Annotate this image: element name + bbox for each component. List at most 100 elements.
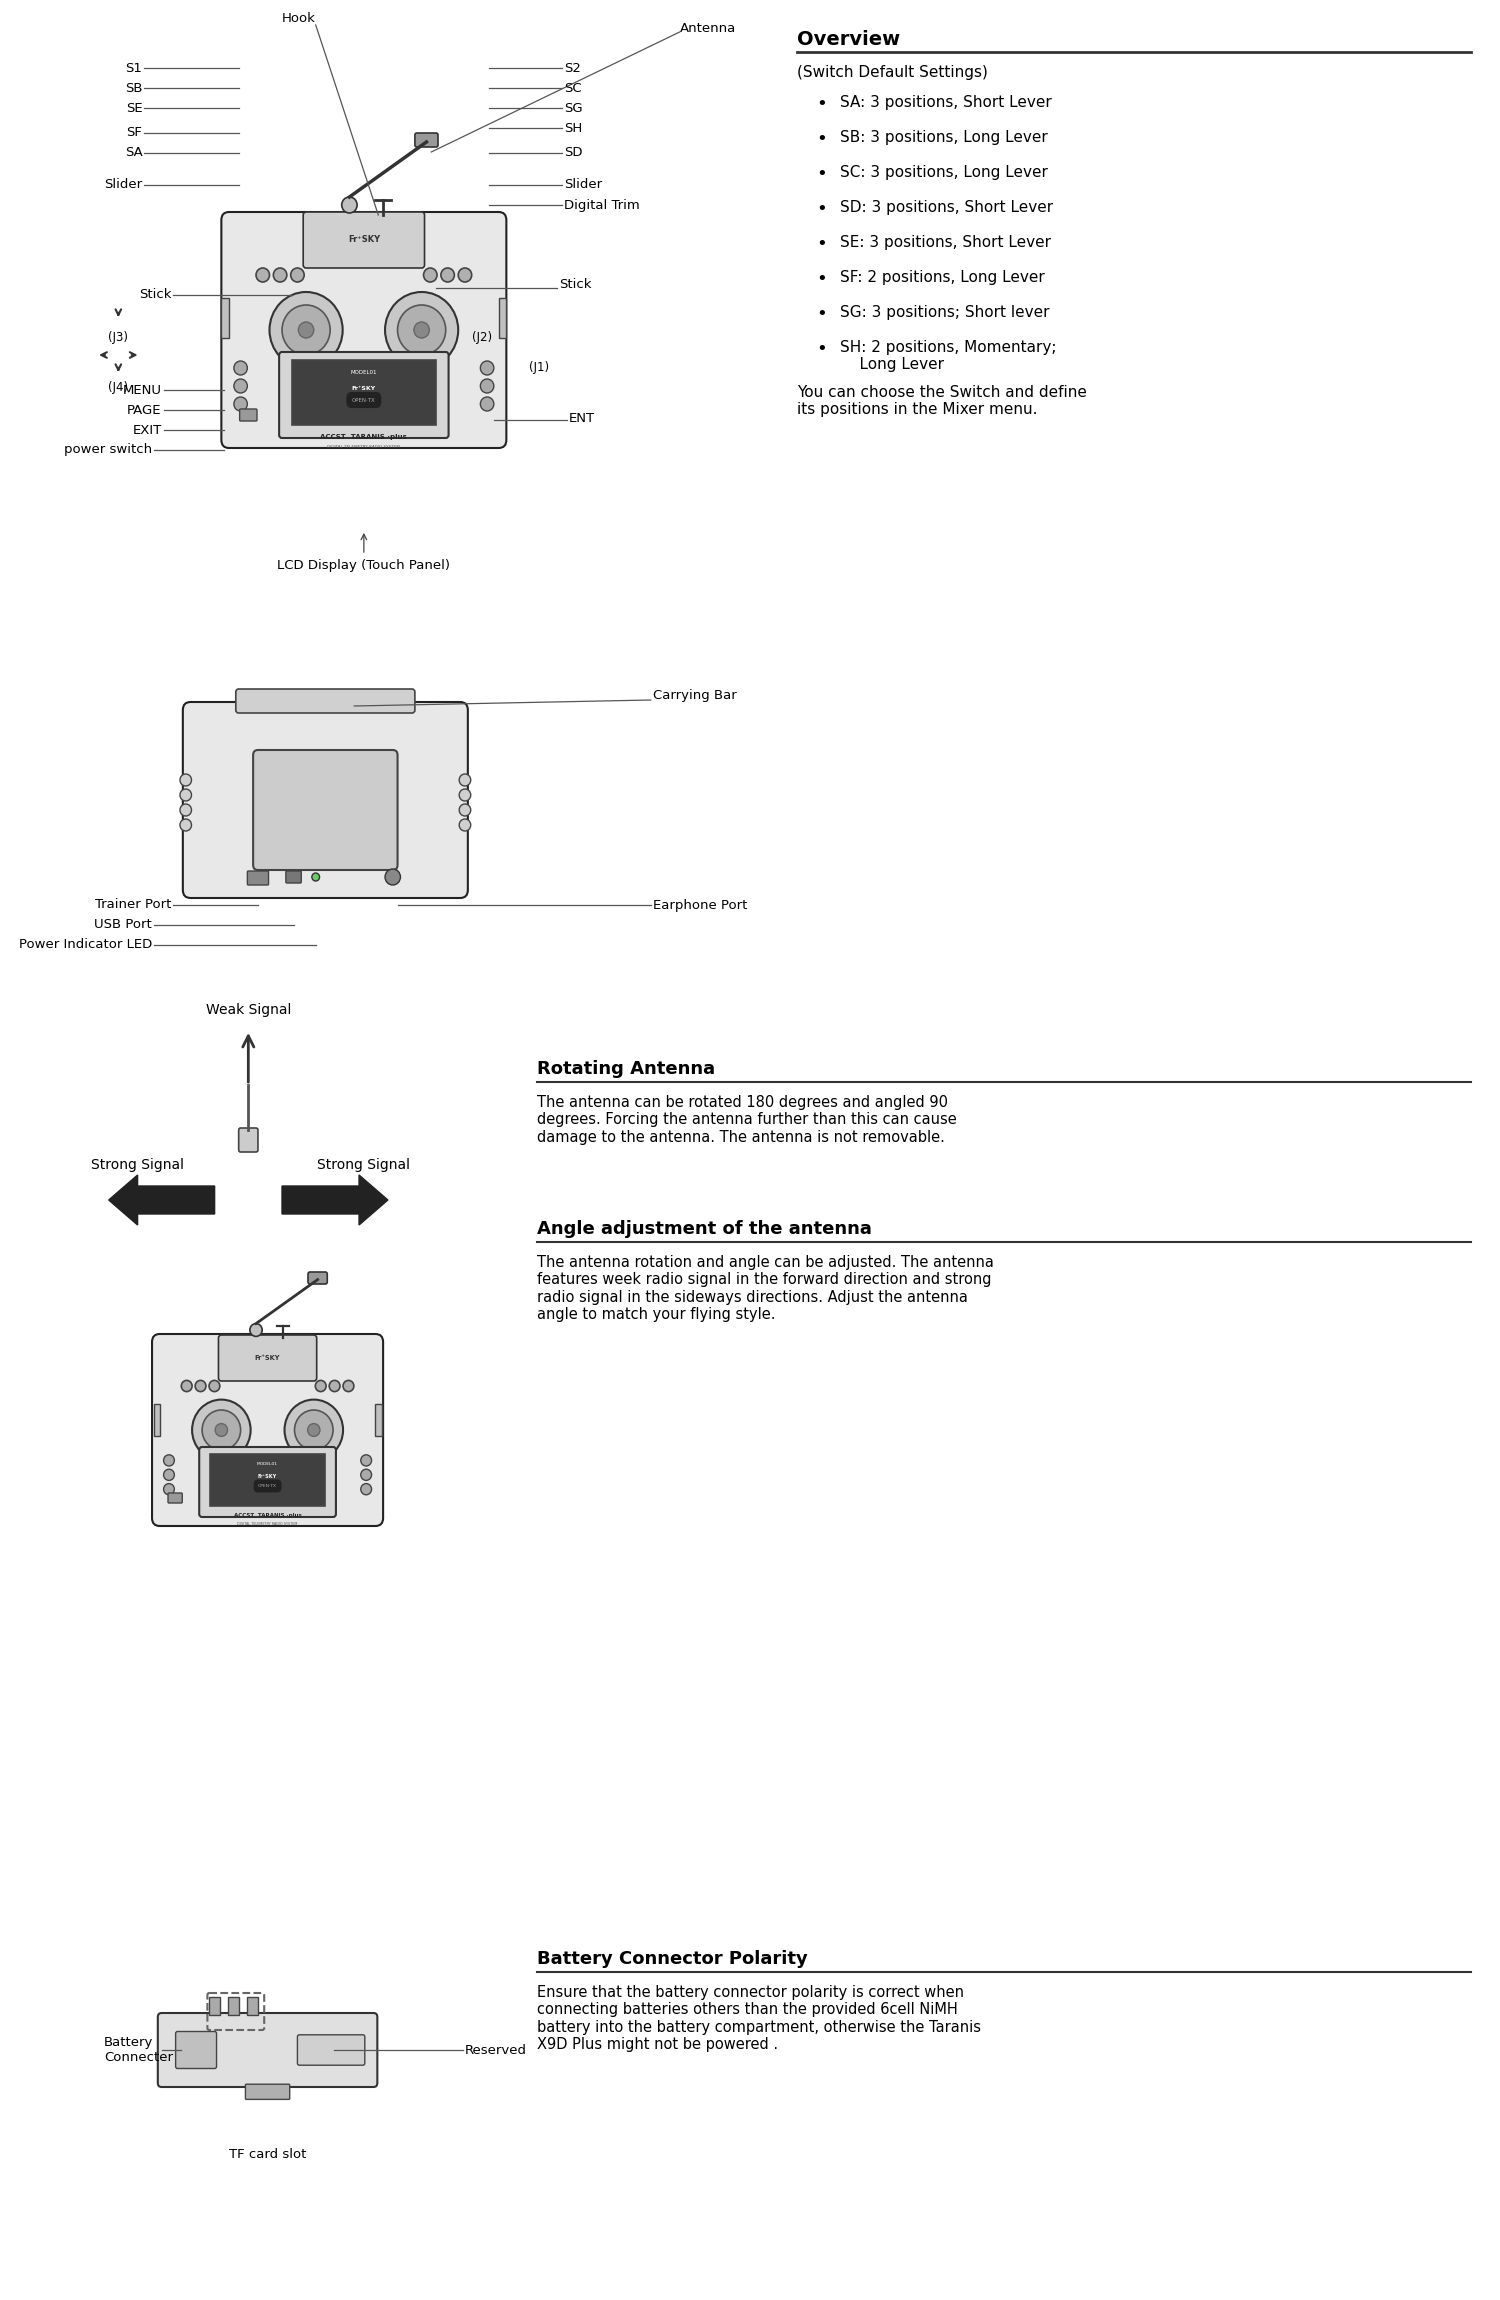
Text: SE: SE (126, 101, 142, 115)
Text: Overview: Overview (796, 30, 900, 48)
Text: TF card slot: TF card slot (230, 2148, 306, 2162)
Text: (J2): (J2) (472, 331, 492, 345)
Circle shape (423, 269, 436, 283)
FancyArrow shape (108, 1175, 214, 1226)
FancyBboxPatch shape (279, 352, 448, 437)
Text: Battery
Connecter: Battery Connecter (104, 2036, 172, 2063)
Text: (J1): (J1) (530, 361, 549, 375)
Circle shape (459, 775, 471, 787)
Text: Fr⁺SKY: Fr⁺SKY (348, 235, 380, 244)
Bar (222, 299, 230, 338)
Text: Reserved: Reserved (465, 2042, 526, 2056)
Text: SB: SB (124, 81, 142, 94)
Text: SB: 3 positions, Long Lever: SB: 3 positions, Long Lever (840, 131, 1048, 145)
Circle shape (480, 361, 494, 375)
Circle shape (342, 198, 357, 214)
Circle shape (285, 1401, 344, 1460)
FancyBboxPatch shape (168, 1493, 183, 1502)
FancyBboxPatch shape (183, 702, 468, 897)
Text: Rotating Antenna: Rotating Antenna (537, 1060, 716, 1079)
Circle shape (298, 322, 314, 338)
Text: SD: SD (564, 147, 582, 159)
Text: (J4): (J4) (108, 382, 129, 396)
FancyArrow shape (282, 1175, 388, 1226)
Circle shape (182, 1380, 192, 1392)
Text: You can choose the Switch and define
its positions in the Mixer menu.: You can choose the Switch and define its… (796, 384, 1088, 416)
Text: LCD Display (Touch Panel): LCD Display (Touch Panel) (278, 559, 450, 570)
Circle shape (459, 805, 471, 816)
Text: Carrying Bar: Carrying Bar (652, 688, 736, 702)
Text: SC: 3 positions, Long Lever: SC: 3 positions, Long Lever (840, 166, 1048, 179)
Text: •: • (816, 269, 827, 288)
FancyBboxPatch shape (246, 2084, 290, 2100)
Text: Ensure that the battery connector polarity is correct when
connecting batteries : Ensure that the battery connector polari… (537, 1985, 981, 2052)
Bar (210, 1996, 220, 2015)
FancyBboxPatch shape (158, 2012, 378, 2086)
Text: MODEL01: MODEL01 (351, 370, 376, 375)
Circle shape (214, 1424, 228, 1438)
Circle shape (294, 1410, 333, 1449)
Circle shape (458, 269, 471, 283)
Circle shape (273, 269, 286, 283)
Text: ACCST  TARANIS ·plus: ACCST TARANIS ·plus (234, 1513, 302, 1518)
Circle shape (164, 1484, 174, 1495)
Text: The antenna rotation and angle can be adjusted. The antenna
features week radio : The antenna rotation and angle can be ad… (537, 1256, 994, 1322)
Text: DIGITAL TELEMETRY RADIO SYSTEM: DIGITAL TELEMETRY RADIO SYSTEM (237, 1523, 298, 1525)
FancyBboxPatch shape (176, 2031, 216, 2068)
Text: Digital Trim: Digital Trim (564, 198, 640, 212)
FancyBboxPatch shape (152, 1334, 382, 1525)
Circle shape (164, 1456, 174, 1465)
Text: S2: S2 (564, 62, 580, 74)
Text: OPEN·TX: OPEN·TX (258, 1484, 278, 1488)
Circle shape (180, 805, 192, 816)
FancyBboxPatch shape (222, 212, 507, 448)
Text: Strong Signal: Strong Signal (318, 1157, 411, 1173)
Text: DIGITAL TELEMETRY RADIO SYSTEM: DIGITAL TELEMETRY RADIO SYSTEM (327, 444, 400, 449)
Circle shape (180, 775, 192, 787)
Text: Hook: Hook (282, 12, 315, 25)
Bar (248, 1996, 258, 2015)
FancyBboxPatch shape (200, 1447, 336, 1518)
Text: •: • (816, 94, 827, 113)
Circle shape (480, 398, 494, 412)
Text: Slider: Slider (564, 179, 603, 191)
FancyBboxPatch shape (254, 750, 398, 869)
Text: SE: 3 positions, Short Lever: SE: 3 positions, Short Lever (840, 235, 1052, 251)
Circle shape (414, 322, 429, 338)
Text: SH: SH (564, 122, 582, 133)
Text: Battery Connector Polarity: Battery Connector Polarity (537, 1950, 808, 1969)
Text: Slider: Slider (105, 179, 142, 191)
Text: SC: SC (564, 81, 582, 94)
FancyBboxPatch shape (219, 1334, 316, 1380)
Text: Power Indicator LED: Power Indicator LED (20, 938, 152, 952)
Text: MODEL01: MODEL01 (256, 1460, 278, 1465)
Circle shape (195, 1380, 206, 1392)
FancyBboxPatch shape (297, 2036, 364, 2065)
Text: •: • (816, 200, 827, 218)
FancyBboxPatch shape (308, 1272, 327, 1283)
Circle shape (328, 1380, 340, 1392)
Text: SF: SF (126, 126, 142, 140)
Circle shape (362, 1456, 372, 1465)
FancyBboxPatch shape (236, 690, 416, 713)
Circle shape (312, 874, 320, 881)
Circle shape (180, 789, 192, 800)
Circle shape (251, 1322, 262, 1336)
Text: MENU: MENU (123, 384, 162, 396)
Text: PAGE: PAGE (128, 402, 162, 416)
Bar (228, 1996, 238, 2015)
Text: •: • (816, 340, 827, 359)
Text: Stick: Stick (560, 278, 592, 292)
Text: •: • (816, 306, 827, 322)
FancyBboxPatch shape (286, 872, 302, 883)
FancyBboxPatch shape (240, 409, 256, 421)
Text: Weak Signal: Weak Signal (206, 1003, 291, 1017)
Text: power switch: power switch (64, 444, 152, 455)
Text: SF: 2 positions, Long Lever: SF: 2 positions, Long Lever (840, 269, 1046, 285)
Text: SD: 3 positions, Short Lever: SD: 3 positions, Short Lever (840, 200, 1053, 214)
Text: Fr⁺SKY: Fr⁺SKY (351, 386, 376, 391)
Circle shape (270, 292, 342, 368)
Circle shape (362, 1484, 372, 1495)
Text: Strong Signal: Strong Signal (92, 1157, 184, 1173)
Text: Angle adjustment of the antenna: Angle adjustment of the antenna (537, 1219, 872, 1237)
